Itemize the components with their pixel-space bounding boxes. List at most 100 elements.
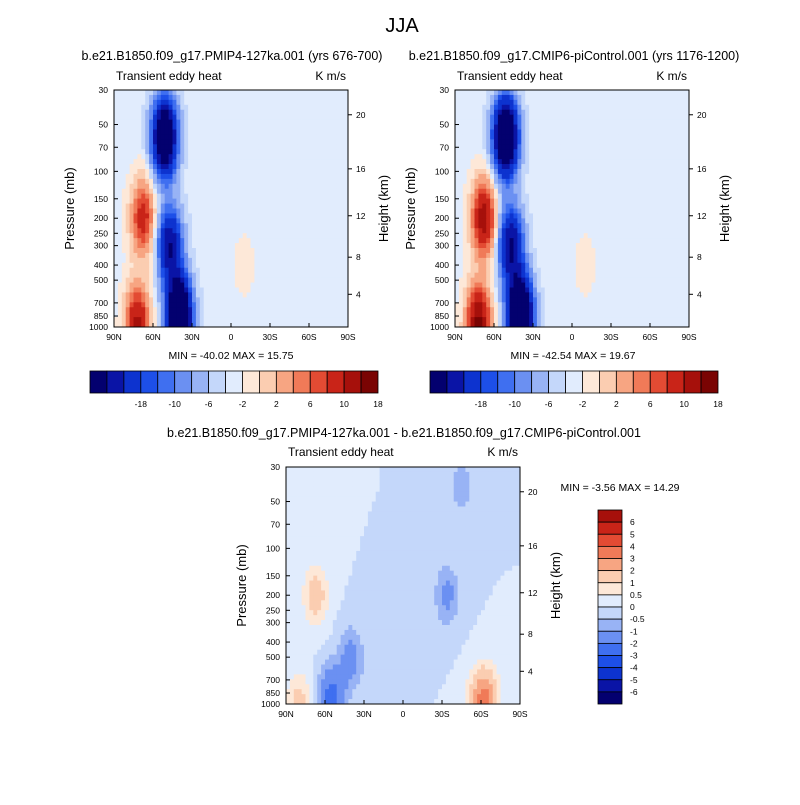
contour-cell [223, 302, 227, 307]
contour-cell [301, 228, 305, 233]
contour-cell [560, 238, 564, 243]
contour-cell [556, 204, 560, 209]
contour-cell [293, 199, 297, 204]
contour-cell [173, 194, 177, 199]
contour-cell [317, 223, 321, 228]
contour-cell [243, 288, 247, 293]
contour-cell [556, 139, 560, 144]
contour-cell [336, 130, 340, 135]
contour-cell [478, 184, 482, 189]
contour-cell [599, 223, 603, 228]
y-tick-label: 70 [99, 142, 109, 152]
contour-cell [122, 273, 126, 278]
contour-cell [517, 223, 521, 228]
contour-cell [122, 95, 126, 100]
contour-cell [192, 223, 196, 228]
contour-cell [157, 184, 161, 189]
contour-cell [549, 130, 553, 135]
contour-cell [638, 228, 642, 233]
contour-cell [235, 90, 239, 95]
contour-cell [533, 159, 537, 164]
contour-cell [576, 139, 580, 144]
contour-cell [631, 209, 635, 214]
contour-cell [471, 199, 475, 204]
contour-cell [227, 199, 231, 204]
contour-cell [309, 149, 313, 154]
contour-cell [553, 228, 557, 233]
contour-cell [329, 174, 333, 179]
contour-cell [537, 95, 541, 100]
contour-cell [572, 238, 576, 243]
contour-cell [184, 302, 188, 307]
contour-cell [603, 164, 607, 169]
contour-cell [153, 292, 157, 297]
contour-cell [564, 130, 568, 135]
contour-cell [607, 233, 611, 238]
contour-cell [266, 292, 270, 297]
contour-cell [188, 209, 192, 214]
contour-cell [584, 125, 588, 130]
contour-cell [313, 139, 317, 144]
contour-cell [243, 273, 247, 278]
contour-cell [188, 199, 192, 204]
contour-cell [332, 134, 336, 139]
contour-cell [215, 218, 219, 223]
contour-cell [529, 134, 533, 139]
contour-cell [235, 139, 239, 144]
contour-cell [149, 139, 153, 144]
contour-cell [169, 159, 173, 164]
contour-cell [145, 159, 149, 164]
contour-cell [161, 100, 165, 105]
contour-cell [134, 213, 138, 218]
contour-cell [239, 263, 243, 268]
contour-cell [592, 130, 596, 135]
contour-cell [599, 139, 603, 144]
contour-cell [247, 139, 251, 144]
contour-cell [297, 283, 301, 288]
contour-cell [588, 100, 592, 105]
contour-cell [502, 223, 506, 228]
contour-cell [243, 292, 247, 297]
contour-cell [681, 125, 685, 130]
contour-cell [169, 258, 173, 263]
contour-cell [247, 194, 251, 199]
contour-cell [196, 273, 200, 278]
contour-cell [212, 90, 216, 95]
contour-cell [592, 194, 596, 199]
contour-cell [670, 233, 674, 238]
contour-cell [188, 139, 192, 144]
contour-cell [204, 292, 208, 297]
contour-cell [208, 194, 212, 199]
contour-cell [231, 223, 235, 228]
contour-cell [490, 189, 494, 194]
contour-cell [677, 243, 681, 248]
contour-cell [553, 233, 557, 238]
contour-cell [231, 90, 235, 95]
contour-cell [258, 189, 262, 194]
contour-cell [325, 194, 329, 199]
contour-cell [274, 223, 278, 228]
contour-cell [266, 110, 270, 115]
contour-cell [258, 95, 262, 100]
contour-cell [239, 179, 243, 184]
contour-cell [321, 288, 325, 293]
contour-cell [576, 189, 580, 194]
contour-cell [114, 194, 118, 199]
contour-cell [278, 115, 282, 120]
contour-cell [251, 248, 255, 253]
contour-cell [603, 174, 607, 179]
contour-cell [517, 169, 521, 174]
contour-cell [580, 154, 584, 159]
contour-cell [258, 302, 262, 307]
contour-cell [611, 199, 615, 204]
contour-cell [176, 317, 180, 322]
contour-cell [611, 233, 615, 238]
contour-cell [305, 115, 309, 120]
contour-cell [161, 115, 165, 120]
contour-cell [145, 100, 149, 105]
contour-cell [247, 184, 251, 189]
contour-cell [529, 223, 533, 228]
contour-cell [145, 213, 149, 218]
contour-cell [514, 204, 518, 209]
contour-cell [126, 263, 130, 268]
